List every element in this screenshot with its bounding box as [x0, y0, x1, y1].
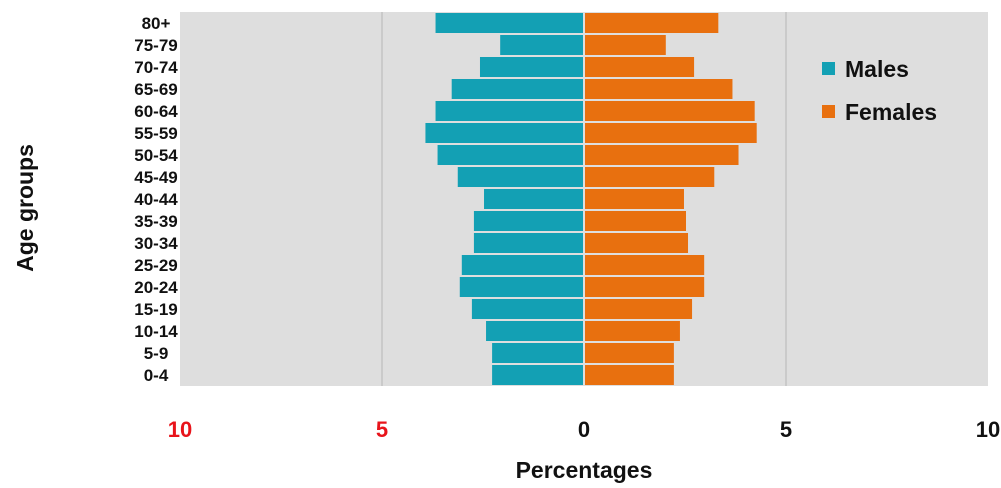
plot-area [180, 12, 988, 386]
legend-swatch-males [822, 62, 835, 75]
x-axis-title: Percentages [516, 457, 653, 483]
age-group-label: 25-29 [134, 256, 177, 275]
y-axis-title: Age groups [12, 144, 38, 272]
bar-males-15-19 [471, 299, 583, 319]
age-group-label: 55-59 [134, 124, 177, 143]
bar-females-15-19 [585, 299, 693, 319]
age-group-label: 5-9 [144, 344, 169, 363]
bar-females-35-39 [585, 211, 686, 231]
bar-males-20-24 [459, 277, 583, 297]
bar-females-5-9 [585, 343, 674, 363]
x-tick-label: 10 [168, 417, 192, 442]
bar-females-45-49 [585, 167, 715, 187]
bar-females-25-29 [585, 255, 705, 275]
x-tick-label: 5 [376, 417, 388, 442]
bar-females-60-64 [585, 101, 755, 121]
bar-males-60-64 [435, 101, 583, 121]
bar-males-30-34 [473, 233, 583, 253]
bar-females-65-69 [585, 79, 733, 99]
age-group-label: 60-64 [134, 102, 178, 121]
bar-males-75-79 [500, 35, 583, 55]
age-group-label: 70-74 [134, 58, 178, 77]
bars [425, 13, 757, 385]
age-group-label: 10-14 [134, 322, 178, 341]
age-group-label: 45-49 [134, 168, 177, 187]
bar-females-0-4 [585, 365, 674, 385]
age-group-label: 35-39 [134, 212, 177, 231]
bar-males-5-9 [492, 343, 583, 363]
bar-females-50-54 [585, 145, 739, 165]
bar-females-30-34 [585, 233, 689, 253]
x-tick-labels: 10 5 0 5 10 [168, 417, 1000, 442]
bar-females-80+ [585, 13, 719, 33]
x-tick-label: 0 [578, 417, 590, 442]
bar-males-40-44 [484, 189, 583, 209]
x-tick-label: 5 [780, 417, 792, 442]
bar-females-70-74 [585, 57, 695, 77]
age-group-label: 80+ [142, 14, 171, 33]
bar-females-40-44 [585, 189, 684, 209]
age-group-label: 0-4 [144, 366, 169, 385]
bar-males-10-14 [486, 321, 583, 341]
bar-males-55-59 [425, 123, 583, 143]
age-group-label: 20-24 [134, 278, 178, 297]
age-group-label: 75-79 [134, 36, 177, 55]
bar-males-50-54 [437, 145, 583, 165]
age-group-label: 15-19 [134, 300, 177, 319]
legend: Males Females [822, 56, 937, 125]
bar-females-10-14 [585, 321, 680, 341]
bar-males-0-4 [492, 365, 583, 385]
legend-label-males: Males [845, 56, 909, 82]
bar-males-25-29 [461, 255, 583, 275]
bar-males-35-39 [473, 211, 583, 231]
bar-males-70-74 [479, 57, 583, 77]
age-group-labels: 80+ 75-79 70-74 65-69 60-64 55-59 50-54 45-49 40… [134, 14, 178, 385]
gridlines [381, 12, 787, 386]
bar-females-55-59 [585, 123, 757, 143]
bar-males-80+ [435, 13, 583, 33]
age-group-label: 50-54 [134, 146, 178, 165]
bar-males-65-69 [451, 79, 583, 99]
bar-females-75-79 [585, 35, 666, 55]
bar-females-20-24 [585, 277, 705, 297]
bar-males-45-49 [457, 167, 583, 187]
age-group-label: 40-44 [134, 190, 178, 209]
age-group-label: 65-69 [134, 80, 177, 99]
x-tick-label: 10 [976, 417, 1000, 442]
legend-label-females: Females [845, 99, 937, 125]
legend-swatch-females [822, 105, 835, 118]
age-group-label: 30-34 [134, 234, 178, 253]
